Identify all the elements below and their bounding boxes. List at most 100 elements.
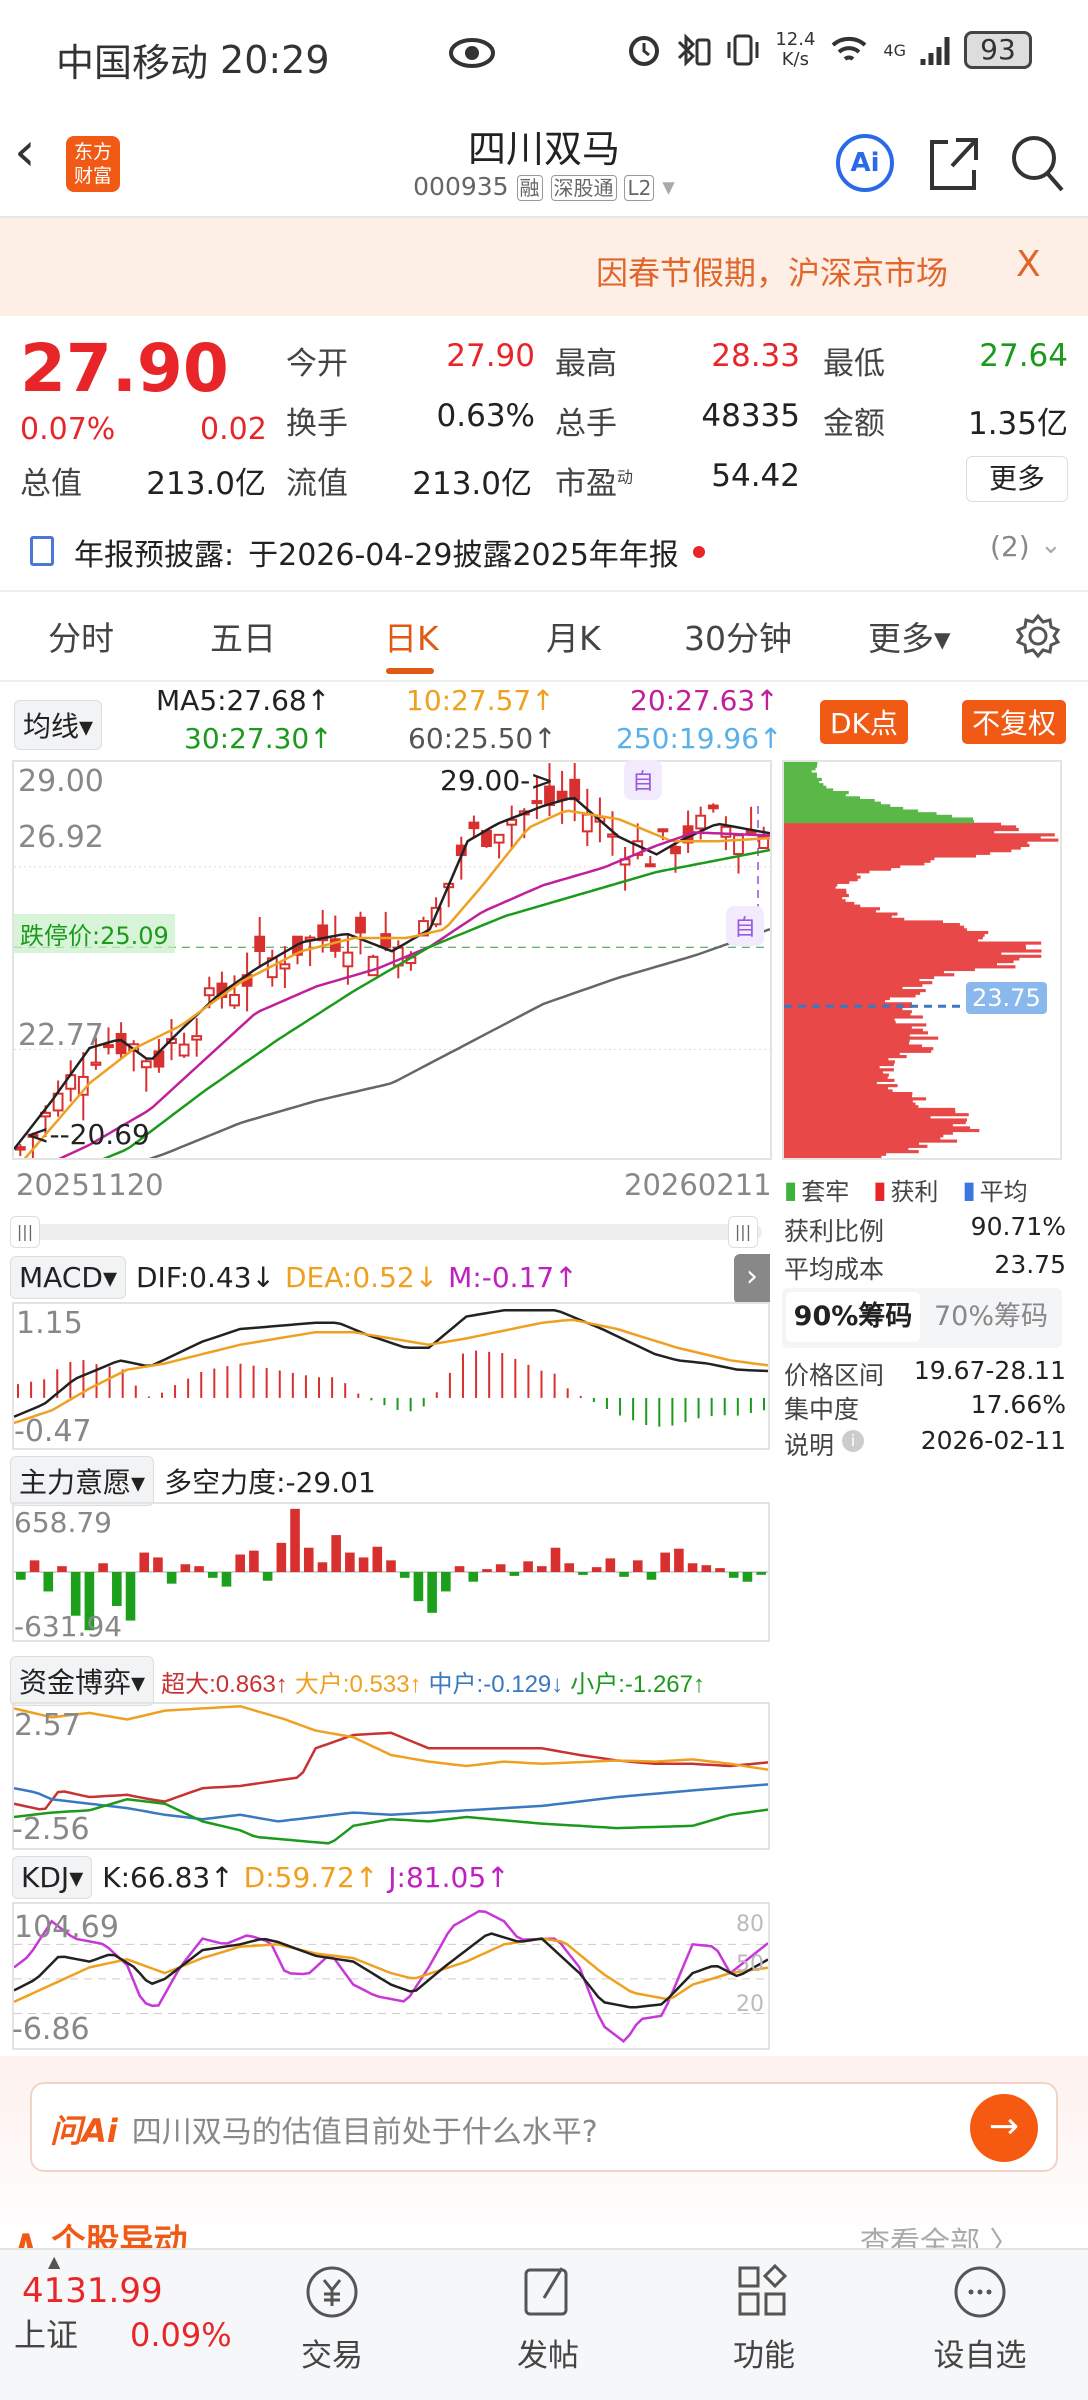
more-dots-icon[interactable]: [950, 2262, 1010, 2322]
force-y-bottom: -631.94: [14, 1610, 123, 1643]
tab-more[interactable]: 更多▾: [868, 619, 951, 658]
chip-bar: [784, 1139, 957, 1143]
dk-point-button[interactable]: DK点: [820, 700, 908, 744]
force-bar: [632, 1560, 643, 1572]
kdj-chart: [12, 1902, 770, 2050]
chip-bar: [784, 1076, 888, 1080]
back-icon[interactable]: ‹: [14, 120, 36, 183]
close-icon[interactable]: X: [1016, 244, 1041, 285]
chip-bar: [784, 886, 836, 890]
indicator-selector[interactable]: 均线▾: [14, 700, 103, 750]
expand-arrow-button[interactable]: ›: [734, 1254, 770, 1304]
ai-button[interactable]: Ai: [836, 134, 894, 192]
force-bar: [317, 1562, 328, 1572]
tab-five-day[interactable]: 五日: [210, 619, 276, 658]
force-bar: [495, 1564, 506, 1572]
ai-question-input[interactable]: 问Ai 四川双马的估值目前处于什么水平? →: [30, 2082, 1058, 2172]
chip-bar: [784, 920, 943, 924]
search-icon[interactable]: [1010, 134, 1066, 194]
chip-bar: [784, 1065, 880, 1069]
connect-tag: 深股通: [550, 175, 617, 201]
tab-70-chips[interactable]: 70%筹码: [933, 1301, 1048, 1332]
main-force-chart: [12, 1502, 770, 1642]
adjust-button[interactable]: 不复权: [962, 700, 1067, 744]
active-tab-indicator: [386, 668, 434, 674]
info-icon[interactable]: i: [842, 1430, 864, 1452]
grid-icon[interactable]: [734, 2262, 794, 2322]
chip-bar: [784, 843, 1030, 847]
price-range-value: 19.67-28.11: [913, 1356, 1066, 1385]
chip-bar: [784, 957, 1020, 961]
chip-bar: [784, 1068, 894, 1072]
candle: [380, 933, 392, 949]
macd-selector[interactable]: MACD▾: [10, 1256, 126, 1299]
logo[interactable]: 东方财富: [66, 136, 120, 192]
gear-icon[interactable]: [1014, 612, 1062, 660]
tab-post[interactable]: 发帖: [517, 2338, 579, 2374]
chip-bar: [784, 1142, 920, 1146]
trade-icon[interactable]: [302, 2262, 362, 2322]
ma10-line: [23, 809, 770, 1158]
force-bar: [646, 1572, 657, 1580]
report-notice[interactable]: 年报预披露: 于2026-04-29披露2025年年报 (2) ⌄: [0, 520, 1088, 590]
chip-bar: [784, 1094, 912, 1098]
m-value: M:-0.17↑: [448, 1261, 578, 1294]
tab-add-watchlist[interactable]: 设自选: [933, 2338, 1027, 2374]
share-icon[interactable]: [928, 136, 980, 192]
chevron-down-icon[interactable]: ⌄: [1040, 530, 1062, 560]
tab-30min[interactable]: 30分钟: [684, 619, 792, 658]
fund-y-top: 2.57: [14, 1708, 81, 1743]
chip-bar: [784, 949, 1042, 953]
fund-line: [14, 1783, 768, 1823]
force-bar: [509, 1572, 520, 1576]
range-scrollbar[interactable]: [12, 1224, 762, 1240]
chip-bar: [784, 1113, 969, 1117]
concentration-label: 集中度: [784, 1395, 860, 1424]
tab-functions[interactable]: 功能: [733, 2338, 795, 2374]
chip-bar: [784, 1015, 923, 1019]
range-handle-left[interactable]: |||: [10, 1216, 40, 1248]
ma60-line: [148, 928, 770, 1158]
chip-bar: [784, 777, 822, 781]
index-name[interactable]: 上证: [14, 2316, 79, 2354]
holiday-banner: 因春节假期，沪深京市场 X: [0, 218, 1088, 316]
chip-bar: [784, 775, 817, 779]
date-end: 20260211: [624, 1168, 772, 1202]
fund-game-selector[interactable]: 资金博弈▾: [10, 1656, 155, 1706]
tab-monthly-k[interactable]: 月K: [546, 619, 601, 658]
chip-bar: [784, 1060, 895, 1064]
chip-bar: [784, 933, 985, 937]
tab-90-chips[interactable]: 90%筹码: [786, 1292, 920, 1342]
tab-intraday[interactable]: 分时: [48, 619, 114, 658]
field-value: 28.33: [711, 338, 800, 374]
stock-code-row[interactable]: 000935 融 深股通 L2 ▾: [413, 172, 675, 201]
last-price: 27.90: [20, 330, 229, 407]
kdj-selector[interactable]: KDJ▾: [12, 1856, 93, 1899]
force-bar: [235, 1554, 245, 1572]
limit-price-label: 跌停价:25.09: [14, 914, 175, 953]
chip-bar: [784, 801, 881, 805]
force-bar: [537, 1566, 547, 1572]
force-bar: [180, 1564, 191, 1572]
chip-bar: [784, 1007, 903, 1011]
main-force-selector[interactable]: 主力意愿▾: [10, 1456, 155, 1506]
more-button[interactable]: 更多: [966, 456, 1068, 502]
range-handle-right[interactable]: |||: [728, 1216, 758, 1248]
chip-bar: [784, 764, 817, 768]
chip-bar: [784, 941, 1042, 945]
chip-bar: [784, 991, 921, 995]
index-pct[interactable]: 0.09%: [130, 2316, 232, 2354]
candle: [720, 825, 732, 838]
ai-placeholder: 四川双马的估值目前处于什么水平?: [131, 2115, 598, 2150]
dea-value: DEA:0.52↓: [285, 1261, 439, 1294]
chip-bar: [784, 806, 904, 811]
tab-trade[interactable]: 交易: [301, 2338, 363, 2374]
tab-daily-k[interactable]: 日K: [384, 619, 439, 658]
arrow-right-icon[interactable]: →: [970, 2094, 1038, 2162]
chip-bar: [784, 1102, 916, 1106]
index-value[interactable]: 4131.99: [22, 2271, 163, 2311]
candlestick-chart[interactable]: [12, 760, 772, 1160]
field-value: 48335: [701, 398, 800, 434]
chip-bar: [784, 1028, 923, 1032]
post-icon[interactable]: [518, 2262, 578, 2322]
